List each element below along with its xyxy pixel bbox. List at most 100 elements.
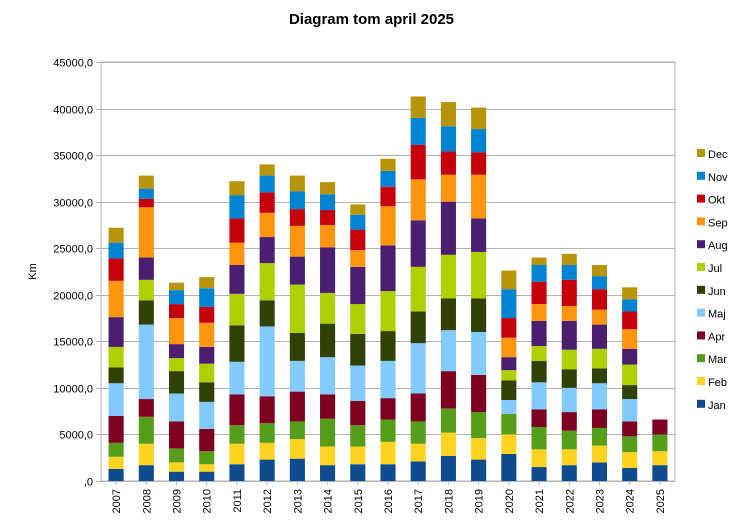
bar-segment-2023-jan <box>591 462 608 481</box>
bar-segment-2017-dec <box>410 96 426 118</box>
y-tick-label: 5000,0 <box>59 430 93 442</box>
bar-segment-2024-jul <box>622 364 638 386</box>
bar-segment-2009-feb <box>168 462 185 472</box>
y-axis-label: Km <box>27 263 39 280</box>
bar-segment-2009-mar <box>168 448 185 463</box>
y-tick-label: 20000,0 <box>53 291 93 303</box>
bar-segment-2023-apr <box>591 409 608 428</box>
bar-segment-2008-mar <box>138 416 154 444</box>
bar-segment-2010-nov <box>199 288 215 307</box>
bar-segment-2008-sep <box>138 207 154 258</box>
bar-segment-2012-nov <box>259 175 275 193</box>
bar-segment-2010-sep <box>199 322 215 347</box>
bar-segment-2011-feb <box>229 443 245 465</box>
bar-segment-2025-feb <box>652 451 668 466</box>
bar-segment-2008-apr <box>138 399 154 417</box>
bar-segment-2014-maj <box>320 357 336 395</box>
legend-label-apr: Apr <box>708 331 725 343</box>
bar-segment-2019-jul <box>471 251 487 299</box>
bar-segment-2021-jan <box>531 467 547 481</box>
bar-segment-2015-feb <box>350 446 366 465</box>
bar-segment-2009-jan <box>168 471 185 481</box>
bar-segment-2009-maj <box>168 393 185 422</box>
bar-segment-2007-jun <box>108 367 124 384</box>
legend-swatch-feb <box>697 377 705 385</box>
bar-segment-2025-apr <box>652 419 668 435</box>
bar-segment-2021-okt <box>531 281 547 305</box>
bar-segment-2010-jun <box>199 382 215 402</box>
bar-segment-2020-jul <box>501 370 517 381</box>
bar-segment-2011-maj <box>229 361 245 395</box>
bar-segment-2013-dec <box>289 175 305 192</box>
bar-segment-2022-jul <box>561 349 577 370</box>
bar-segment-2022-feb <box>561 449 577 466</box>
bar-segment-2022-dec <box>561 253 577 265</box>
bar-segment-2014-jan <box>320 465 336 481</box>
bar-segment-2008-nov <box>138 188 154 199</box>
bar-segment-2020-mar <box>501 413 517 435</box>
bar-segment-2008-jul <box>138 279 154 301</box>
bar-segment-2018-dec <box>440 102 456 127</box>
bar-segment-2020-jun <box>501 380 517 400</box>
bar-segment-2022-jun <box>561 369 577 388</box>
bar-segment-2012-okt <box>259 192 275 213</box>
bar-segment-2007-aug <box>108 317 124 347</box>
x-tick-label: 2022 <box>564 489 576 513</box>
bar-segment-2020-aug <box>501 357 517 371</box>
legend-label-maj: Maj <box>708 309 726 321</box>
x-tick-label: 2007 <box>111 489 123 513</box>
bar-segment-2012-aug <box>259 237 275 264</box>
bar-segment-2010-feb <box>199 464 215 472</box>
bar-segment-2023-aug <box>591 324 608 349</box>
bar-segment-2018-jul <box>440 254 456 299</box>
bar-segment-2023-sep <box>591 309 608 325</box>
bar-segment-2013-feb <box>289 439 305 459</box>
bar-segment-2018-jan <box>440 455 456 481</box>
bar-segment-2014-sep <box>320 224 336 248</box>
bar-segment-2017-okt <box>410 144 426 180</box>
bar-segment-2024-jun <box>622 385 638 400</box>
bar-segment-2008-okt <box>138 198 154 208</box>
bar-segment-2023-okt <box>591 289 608 310</box>
bar-segment-2019-feb <box>471 438 487 460</box>
bar-segment-2007-okt <box>108 258 124 281</box>
bar-segment-2009-sep <box>168 318 185 345</box>
bar-segment-2017-feb <box>410 443 426 462</box>
bar-segment-2018-maj <box>440 330 456 372</box>
bar-segment-2022-nov <box>561 264 577 280</box>
bar-segment-2018-apr <box>440 371 456 409</box>
x-tick-label: 2011 <box>232 489 244 513</box>
bar-segment-2013-jul <box>289 284 305 333</box>
bar-segment-2017-jun <box>410 311 426 344</box>
bar-segment-2011-aug <box>229 264 245 294</box>
bar-segment-2014-nov <box>320 194 336 211</box>
x-tick-label: 2014 <box>323 489 335 513</box>
y-tick-label: 40000,0 <box>53 105 93 117</box>
bar-segment-2013-okt <box>289 209 305 226</box>
bar-segment-2021-maj <box>531 382 547 410</box>
bar-segment-2022-sep <box>561 305 577 321</box>
bar-segment-2016-feb <box>380 441 396 465</box>
legend-label-dec: Dec <box>708 149 728 161</box>
bar-segment-2025-jan <box>652 465 668 481</box>
legend-swatch-mar <box>697 354 705 363</box>
bar-segment-2017-mar <box>410 421 426 444</box>
bar-segment-2014-mar <box>320 418 336 447</box>
bar-segment-2019-aug <box>471 218 487 252</box>
bar-segment-2024-dec <box>622 287 638 300</box>
bar-segment-2011-nov <box>229 195 245 219</box>
bar-segment-2023-dec <box>591 264 608 277</box>
bar-segment-2011-okt <box>229 218 245 243</box>
bar-segment-2010-maj <box>199 401 215 429</box>
bar-segment-2019-apr <box>471 374 487 413</box>
bar-segment-2012-mar <box>259 423 275 443</box>
bar-segment-2011-jan <box>229 464 245 481</box>
y-tick-label: 30000,0 <box>53 198 93 210</box>
bar-segment-2019-maj <box>471 332 487 375</box>
bar-segment-2012-jan <box>259 459 275 481</box>
legend-label-nov: Nov <box>708 172 728 184</box>
bar-segment-2022-maj <box>561 387 577 413</box>
bar-segment-2011-mar <box>229 425 245 444</box>
x-tick-label: 2025 <box>655 489 667 513</box>
x-tick-label: 2009 <box>172 489 184 513</box>
